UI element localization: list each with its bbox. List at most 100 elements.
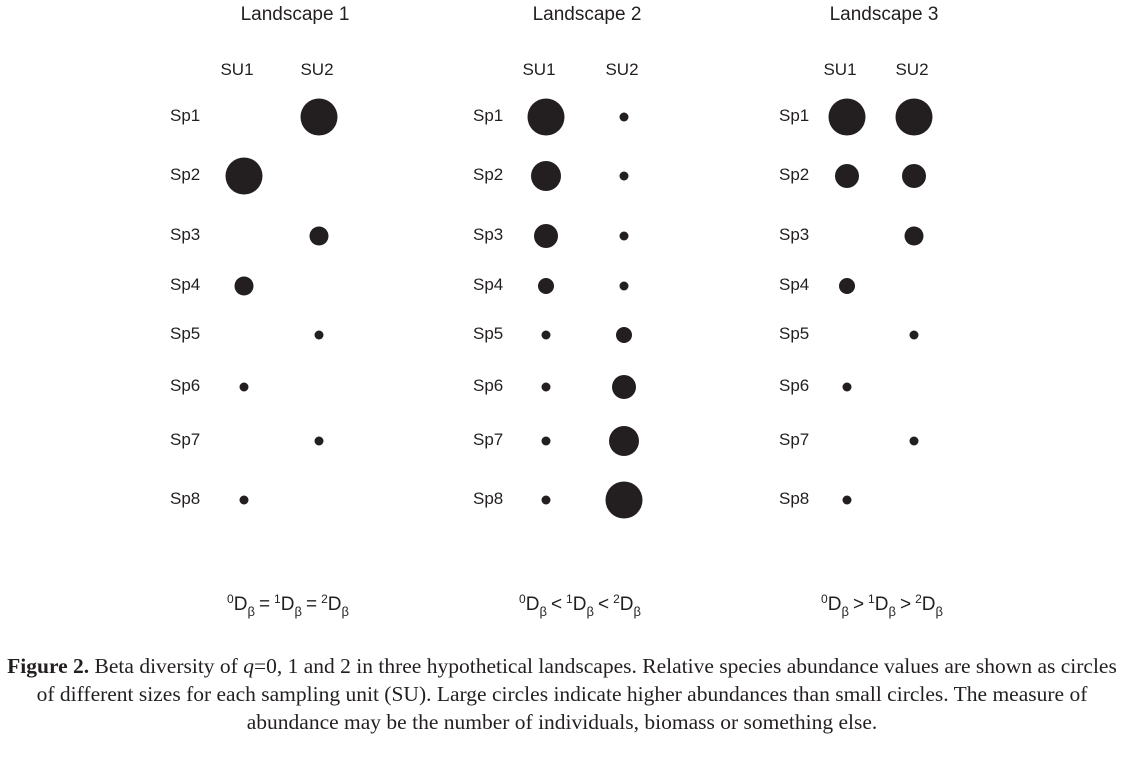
abundance-circle: [541, 330, 551, 340]
diversity-symbol: D: [827, 594, 842, 615]
relation-operator: >: [852, 594, 865, 615]
abundance-circle: [619, 231, 629, 241]
species-label: Sp8: [779, 489, 810, 508]
relation-operator: =: [305, 594, 318, 615]
su-label: SU2: [300, 60, 334, 79]
diversity-relation: 0Dβ <1Dβ <2Dβ: [450, 592, 710, 619]
beta-subscript: β: [888, 604, 896, 619]
species-label: Sp6: [473, 376, 504, 395]
abundance-circle: [616, 327, 632, 343]
species-label: Sp2: [473, 165, 504, 184]
species-label: Sp1: [473, 106, 504, 125]
abundance-circle: [314, 436, 324, 446]
abundance-circle: [619, 112, 629, 122]
species-label: Sp7: [473, 430, 504, 449]
order-q: 1: [868, 592, 875, 606]
species-label: Sp2: [779, 165, 810, 184]
species-label: Sp6: [779, 376, 810, 395]
landscape-title: Landscape 2: [532, 4, 642, 25]
relation-operator: =: [258, 594, 271, 615]
abundance-circle: [225, 157, 263, 195]
relation-operator: <: [550, 594, 563, 615]
species-label: Sp2: [170, 165, 201, 184]
abundance-circle: [234, 276, 254, 296]
order-q: 2: [915, 592, 922, 606]
order-q: 1: [274, 592, 281, 606]
species-label: Sp3: [779, 225, 810, 244]
beta-subscript: β: [294, 604, 302, 619]
species-label: Sp5: [170, 324, 201, 343]
abundance-circle: [534, 224, 558, 248]
su-label: SU1: [220, 60, 254, 79]
diversity-relation: 0Dβ = 1Dβ = 2Dβ: [158, 592, 418, 619]
abundance-circle: [895, 98, 933, 136]
species-label: Sp8: [473, 489, 504, 508]
species-label: Sp5: [779, 324, 810, 343]
abundance-circle: [909, 330, 919, 340]
species-label: Sp4: [473, 275, 504, 294]
relation-operator: >: [899, 594, 912, 615]
abundance-circle: [902, 164, 926, 188]
beta-subscript: β: [935, 604, 943, 619]
caption-text: =0, 1 and 2 in three hypothetical landsc…: [36, 654, 1117, 734]
species-label: Sp4: [170, 275, 201, 294]
diversity-symbol: D: [572, 594, 587, 615]
order-q: 0: [821, 592, 828, 606]
abundance-circle: [314, 330, 324, 340]
abundance-circle: [619, 281, 629, 291]
species-label: Sp1: [170, 106, 201, 125]
abundance-circle: [541, 382, 551, 392]
abundance-circle: [904, 226, 924, 246]
diversity-symbol: D: [921, 594, 936, 615]
abundance-circle: [531, 161, 561, 191]
species-label: Sp5: [473, 324, 504, 343]
species-label: Sp6: [170, 376, 201, 395]
abundance-circle: [538, 278, 554, 294]
abundance-circle: [839, 278, 855, 294]
diversity-symbol: D: [280, 594, 295, 615]
beta-subscript: β: [586, 604, 594, 619]
abundance-circle: [309, 226, 329, 246]
species-label: Sp7: [170, 430, 201, 449]
order-q: 1: [566, 592, 573, 606]
figure-caption: Figure 2. Beta diversity of q=0, 1 and 2…: [0, 652, 1124, 736]
order-q: 2: [321, 592, 328, 606]
species-label: Sp8: [170, 489, 201, 508]
diversity-symbol: D: [525, 594, 540, 615]
caption-text: Beta diversity of: [89, 654, 244, 678]
abundance-circle: [541, 495, 551, 505]
species-label: Sp3: [473, 225, 504, 244]
beta-subscript: β: [539, 604, 547, 619]
landscape-title: Landscape 3: [829, 4, 939, 25]
diversity-symbol: D: [327, 594, 342, 615]
abundance-circle: [239, 382, 249, 392]
abundance-circle: [842, 382, 852, 392]
diversity-relation: 0Dβ >1Dβ >2Dβ: [752, 592, 1012, 619]
abundance-circle: [605, 481, 643, 519]
su-label: SU1: [823, 60, 857, 79]
abundance-circle: [835, 164, 859, 188]
abundance-circle: [909, 436, 919, 446]
diversity-symbol: D: [619, 594, 634, 615]
species-label: Sp4: [779, 275, 810, 294]
species-label: Sp3: [170, 225, 201, 244]
abundance-circle: [828, 98, 866, 136]
beta-subscript: β: [341, 604, 349, 619]
abundance-circle: [300, 98, 338, 136]
abundance-circle: [619, 171, 629, 181]
beta-subscript: β: [633, 604, 641, 619]
diversity-symbol: D: [874, 594, 889, 615]
su-label: SU2: [605, 60, 639, 79]
abundance-circle: [612, 375, 636, 399]
order-q: 2: [613, 592, 620, 606]
abundance-circle: [239, 495, 249, 505]
abundance-circle: [541, 436, 551, 446]
species-label: Sp1: [779, 106, 810, 125]
su-label: SU1: [522, 60, 556, 79]
su-label: SU2: [895, 60, 929, 79]
species-label: Sp7: [779, 430, 810, 449]
diversity-symbol: D: [233, 594, 248, 615]
beta-subscript: β: [247, 604, 255, 619]
landscape-title: Landscape 1: [240, 4, 350, 25]
order-q: 0: [227, 592, 234, 606]
